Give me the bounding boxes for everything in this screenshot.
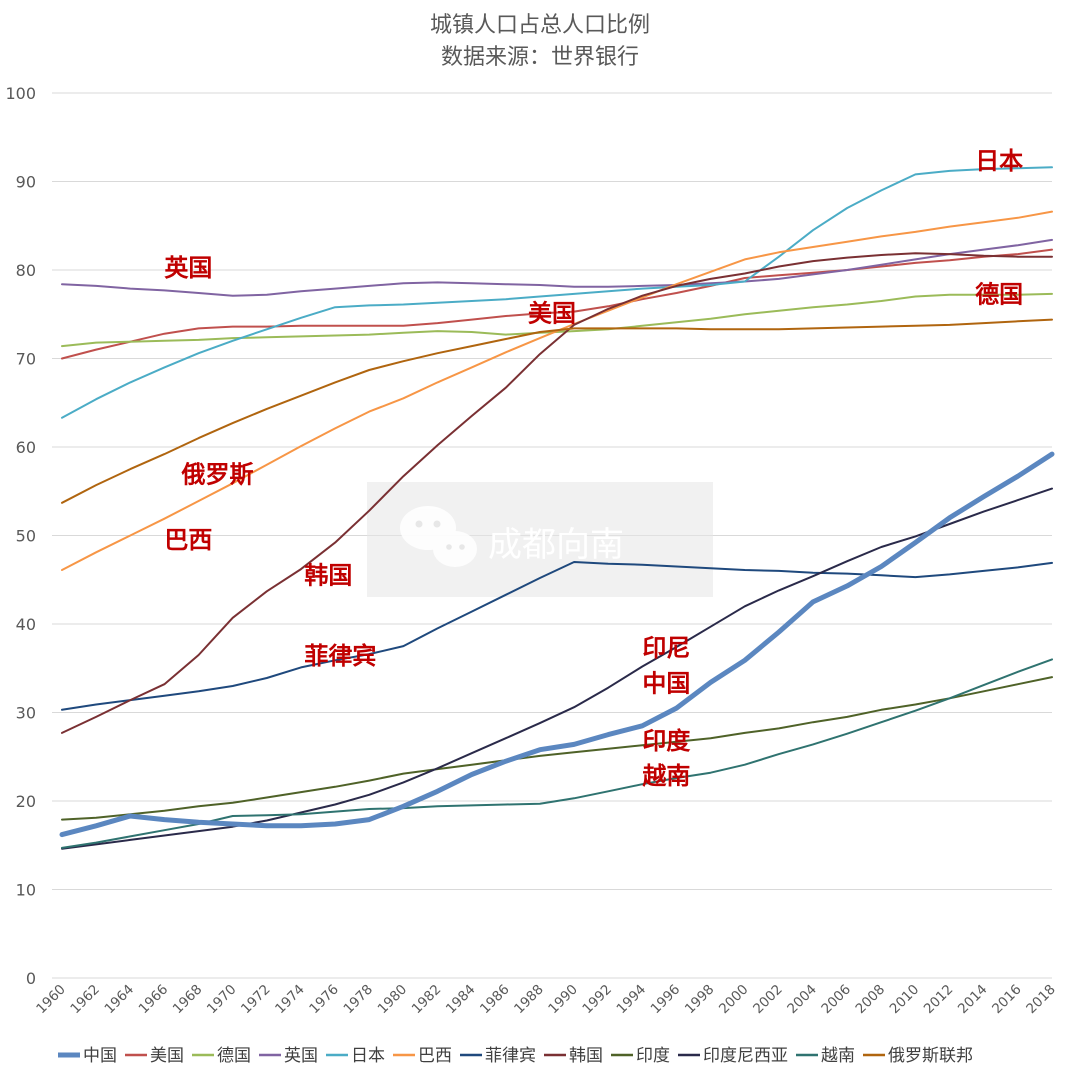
y-tick-label: 90 xyxy=(16,173,36,192)
x-tick-label: 2018 xyxy=(1023,982,1059,1018)
annotation-label: 韩国 xyxy=(304,561,352,589)
credit-text: 成都向南 xyxy=(940,1020,1020,1044)
series-line-0 xyxy=(59,451,1055,838)
x-tick-label: 1994 xyxy=(614,982,650,1018)
x-tick-label: 1978 xyxy=(340,982,376,1018)
legend-label: 中国 xyxy=(83,1046,117,1066)
x-tick-label: 1968 xyxy=(170,982,206,1018)
y-tick-label: 70 xyxy=(16,350,36,369)
watermark: 成都向南 xyxy=(367,482,713,597)
annotation-label: 日本 xyxy=(975,147,1023,175)
wechat-icon xyxy=(903,1014,936,1040)
series-lines xyxy=(59,166,1055,850)
y-tick-label: 50 xyxy=(16,527,36,546)
x-tick-label: 1984 xyxy=(443,982,479,1018)
legend-label: 美国 xyxy=(150,1046,184,1066)
series-line-7 xyxy=(61,252,1053,734)
x-tick-label: 1966 xyxy=(136,982,172,1018)
x-tick-label: 2016 xyxy=(989,982,1025,1018)
chart-subtitle: 数据来源：世界银行 xyxy=(441,45,639,70)
x-tick-label: 1974 xyxy=(272,982,308,1018)
x-tick-label: 2014 xyxy=(955,982,991,1018)
legend-label: 菲律宾 xyxy=(485,1046,536,1066)
x-tick-label: 2012 xyxy=(921,982,957,1018)
legend: 中国 美国 德国 英国 日本 巴西 菲律宾 韩国 印度 印度尼西亚 越南 俄罗斯联邦 xyxy=(58,1046,973,1066)
y-tick-label: 0 xyxy=(26,969,36,988)
x-tick-label: 1970 xyxy=(204,982,240,1018)
y-tick-label: 80 xyxy=(16,261,36,280)
series-line-11 xyxy=(61,318,1053,504)
x-tick-label: 1972 xyxy=(238,982,274,1018)
chart-title: 城镇人口占总人口比例 xyxy=(430,13,650,38)
legend-label: 英国 xyxy=(284,1046,318,1066)
annotation-label: 中国 xyxy=(642,669,690,697)
annotation-label: 越南 xyxy=(642,762,690,790)
x-axis-tick-labels: 1960196219641966196819701972197419761978… xyxy=(33,982,1059,1018)
y-axis-tick-labels: 0 10 20 30 40 50 60 70 80 90 100 xyxy=(5,84,36,988)
x-tick-label: 1996 xyxy=(648,982,684,1018)
annotation-label: 巴西 xyxy=(164,526,212,554)
x-tick-label: 1988 xyxy=(511,982,547,1018)
y-tick-label: 60 xyxy=(16,438,36,457)
x-tick-label: 1964 xyxy=(101,982,137,1018)
y-tick-label: 40 xyxy=(16,615,36,634)
x-tick-label: 2000 xyxy=(716,982,752,1018)
annotation-label: 美国 xyxy=(528,299,576,327)
x-tick-label: 1998 xyxy=(682,982,718,1018)
annotation-label: 英国 xyxy=(164,254,212,282)
annotation-label: 印尼 xyxy=(642,634,690,662)
x-tick-label: 1962 xyxy=(67,982,103,1018)
x-tick-label: 1992 xyxy=(579,982,615,1018)
series-line-4 xyxy=(61,166,1053,419)
x-tick-label: 1986 xyxy=(477,982,513,1018)
watermark-text: 成都向南 xyxy=(488,525,624,565)
x-tick-label: 1976 xyxy=(306,982,342,1018)
series-line-6 xyxy=(61,561,1053,711)
x-tick-label: 2008 xyxy=(853,982,889,1018)
x-tick-label: 1960 xyxy=(33,982,69,1018)
x-tick-label: 1982 xyxy=(409,982,445,1018)
annotation-label: 印度 xyxy=(642,727,691,755)
legend-label: 印度尼西亚 xyxy=(703,1046,788,1066)
y-tick-label: 20 xyxy=(16,792,36,811)
legend-label: 德国 xyxy=(217,1046,251,1066)
x-tick-label: 2010 xyxy=(887,982,923,1018)
series-line-3 xyxy=(61,238,1053,297)
wechat-icon xyxy=(400,506,477,567)
annotation-label: 德国 xyxy=(975,281,1023,309)
y-tick-label: 30 xyxy=(16,704,36,723)
legend-label: 越南 xyxy=(821,1046,855,1066)
x-tick-label: 1980 xyxy=(375,982,411,1018)
legend-label: 日本 xyxy=(351,1046,385,1066)
y-tick-label: 100 xyxy=(5,84,36,103)
series-line-8 xyxy=(61,676,1053,821)
annotation-label: 菲律宾 xyxy=(304,642,376,670)
x-tick-label: 2002 xyxy=(750,982,786,1018)
annotation-label: 俄罗斯 xyxy=(180,460,253,488)
series-line-9 xyxy=(61,487,1053,850)
x-tick-label: 2004 xyxy=(784,982,820,1018)
legend-label: 俄罗斯联邦 xyxy=(888,1046,973,1066)
series-line-1 xyxy=(61,248,1053,360)
series-line-10 xyxy=(61,658,1053,849)
legend-label: 巴西 xyxy=(418,1046,452,1066)
y-tick-label: 10 xyxy=(16,881,36,900)
x-tick-label: 1990 xyxy=(545,982,581,1018)
legend-label: 印度 xyxy=(636,1046,670,1066)
legend-label: 韩国 xyxy=(569,1046,603,1066)
credit: 成都向南 xyxy=(903,1014,1020,1044)
x-tick-label: 2006 xyxy=(818,982,854,1018)
